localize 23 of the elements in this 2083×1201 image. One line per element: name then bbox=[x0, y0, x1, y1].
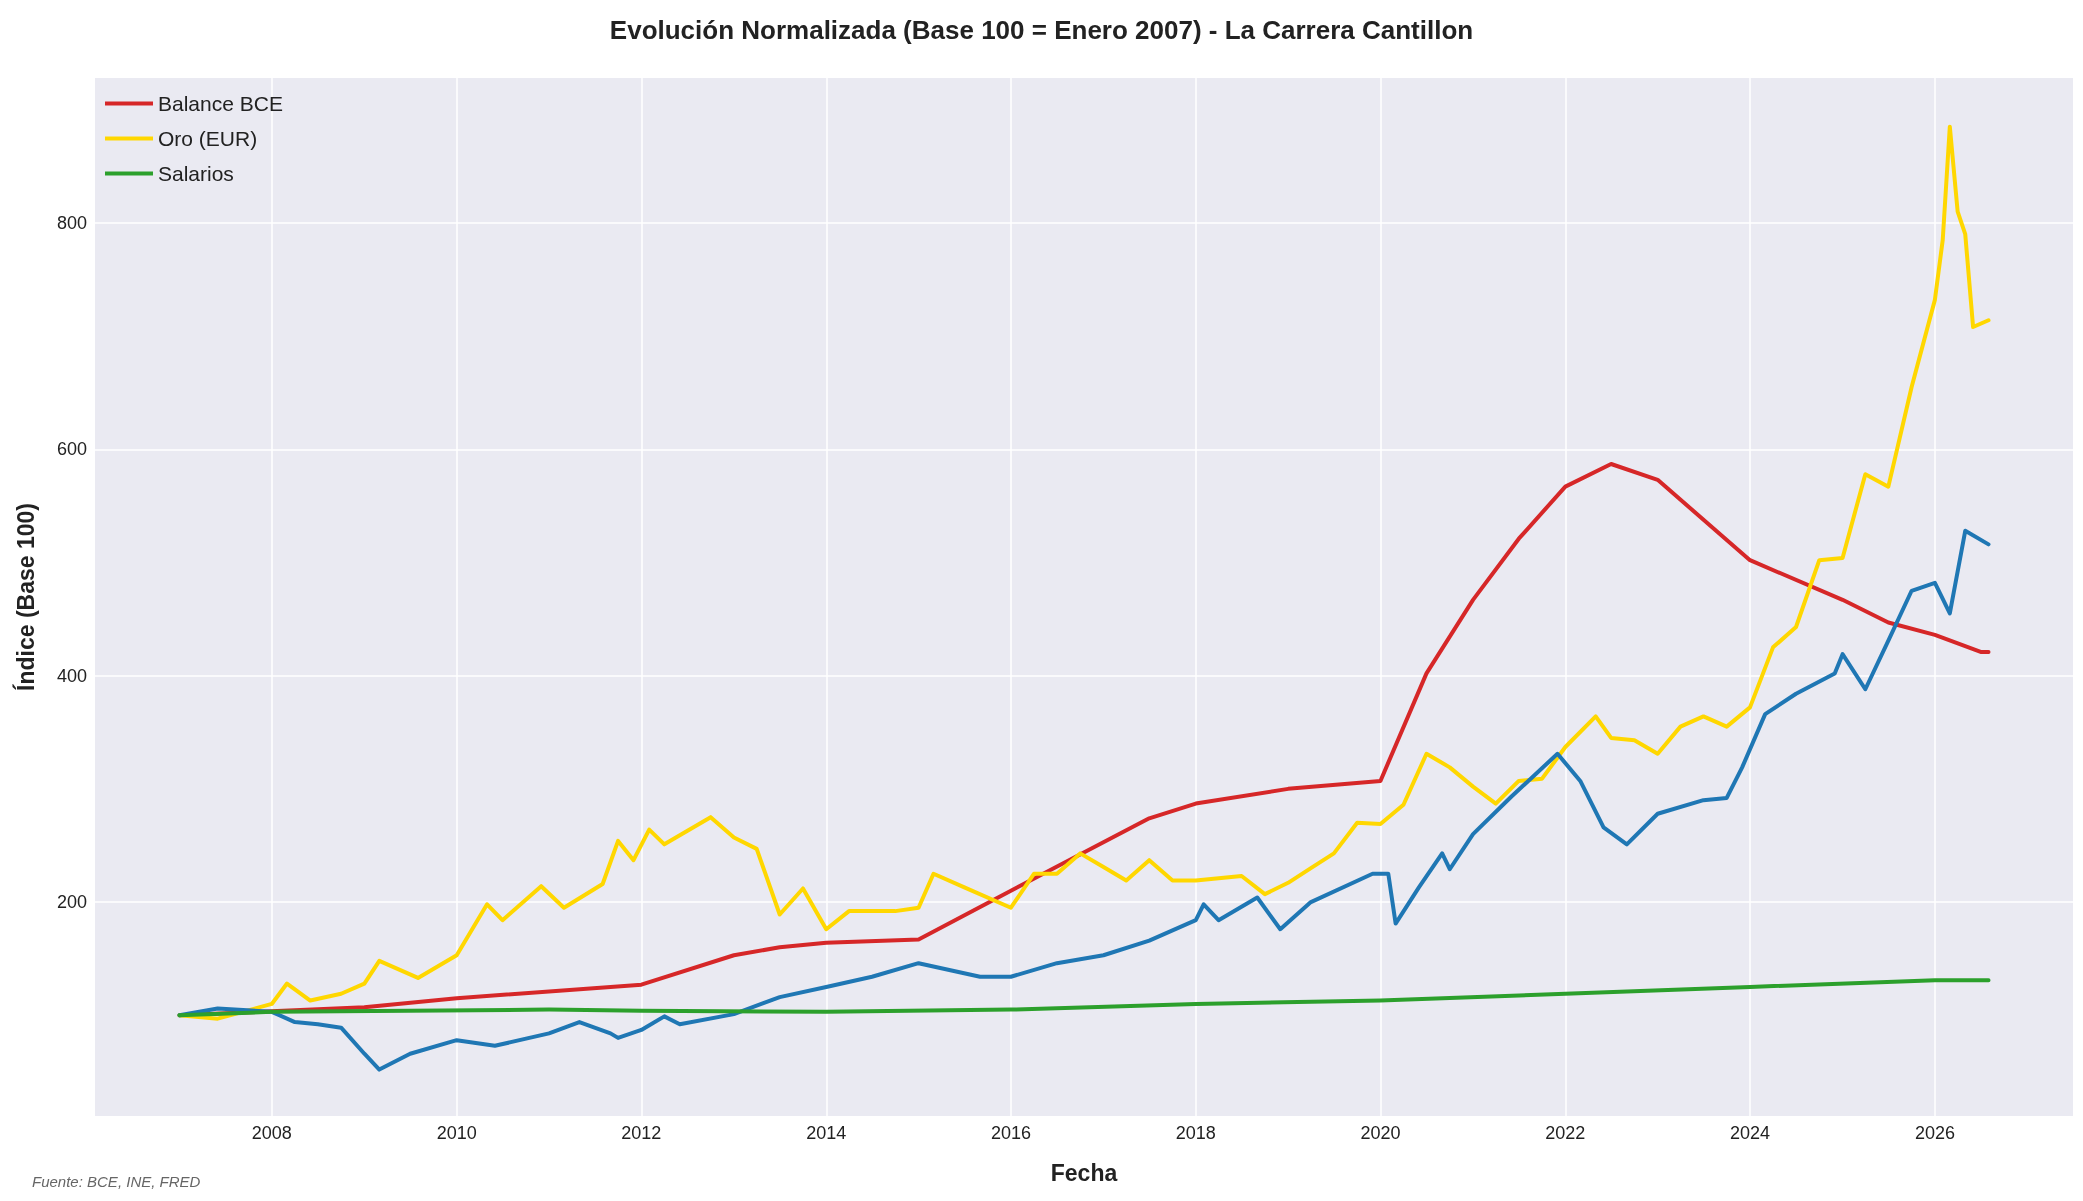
x-tick-label: 2024 bbox=[1729, 1123, 1771, 1143]
x-tick-label: 2020 bbox=[1360, 1123, 1401, 1143]
legend-label: Salarios bbox=[158, 162, 234, 185]
source-note: Fuente: BCE, INE, FRED bbox=[32, 1173, 201, 1190]
legend-label: Balance BCE bbox=[158, 92, 283, 115]
x-tick-label: 2012 bbox=[621, 1123, 662, 1143]
y-axis-title: Índice (Base 100) bbox=[11, 503, 39, 691]
y-tick-label: 800 bbox=[56, 212, 87, 233]
x-tick-label: 2010 bbox=[436, 1123, 477, 1143]
x-tick-label: 2008 bbox=[251, 1123, 292, 1143]
x-tick-label: 2018 bbox=[1175, 1123, 1216, 1143]
x-tick-label: 2014 bbox=[806, 1123, 847, 1143]
y-tick-label: 600 bbox=[56, 439, 87, 460]
y-tick-label: 400 bbox=[56, 665, 87, 686]
line-series bbox=[177, 528, 1991, 1072]
legend-label: Oro (EUR) bbox=[158, 127, 258, 150]
line-series bbox=[177, 978, 1991, 1018]
x-tick-label: 2026 bbox=[1914, 1123, 1955, 1143]
y-tick-label: 200 bbox=[56, 892, 87, 913]
x-tick-label: 2022 bbox=[1545, 1123, 1586, 1143]
x-axis-title: Fecha bbox=[1050, 1159, 1118, 1186]
chart-title: Evolución Normalizada (Base 100 = Enero 2007) - La Carrera Cantillon bbox=[609, 15, 1474, 45]
x-tick-label: 2016 bbox=[990, 1123, 1031, 1143]
